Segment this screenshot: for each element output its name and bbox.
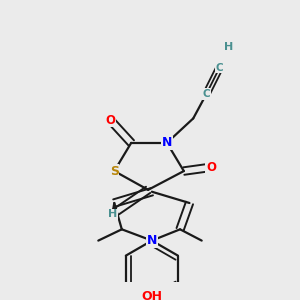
Text: O: O bbox=[206, 161, 216, 174]
Text: S: S bbox=[110, 164, 119, 178]
Text: O: O bbox=[106, 114, 116, 127]
Text: N: N bbox=[147, 234, 157, 247]
Text: C: C bbox=[216, 63, 224, 73]
Text: H: H bbox=[224, 42, 234, 52]
Text: C: C bbox=[202, 89, 210, 99]
Text: N: N bbox=[162, 136, 172, 149]
Text: H: H bbox=[108, 209, 117, 219]
Text: OH: OH bbox=[141, 290, 162, 300]
